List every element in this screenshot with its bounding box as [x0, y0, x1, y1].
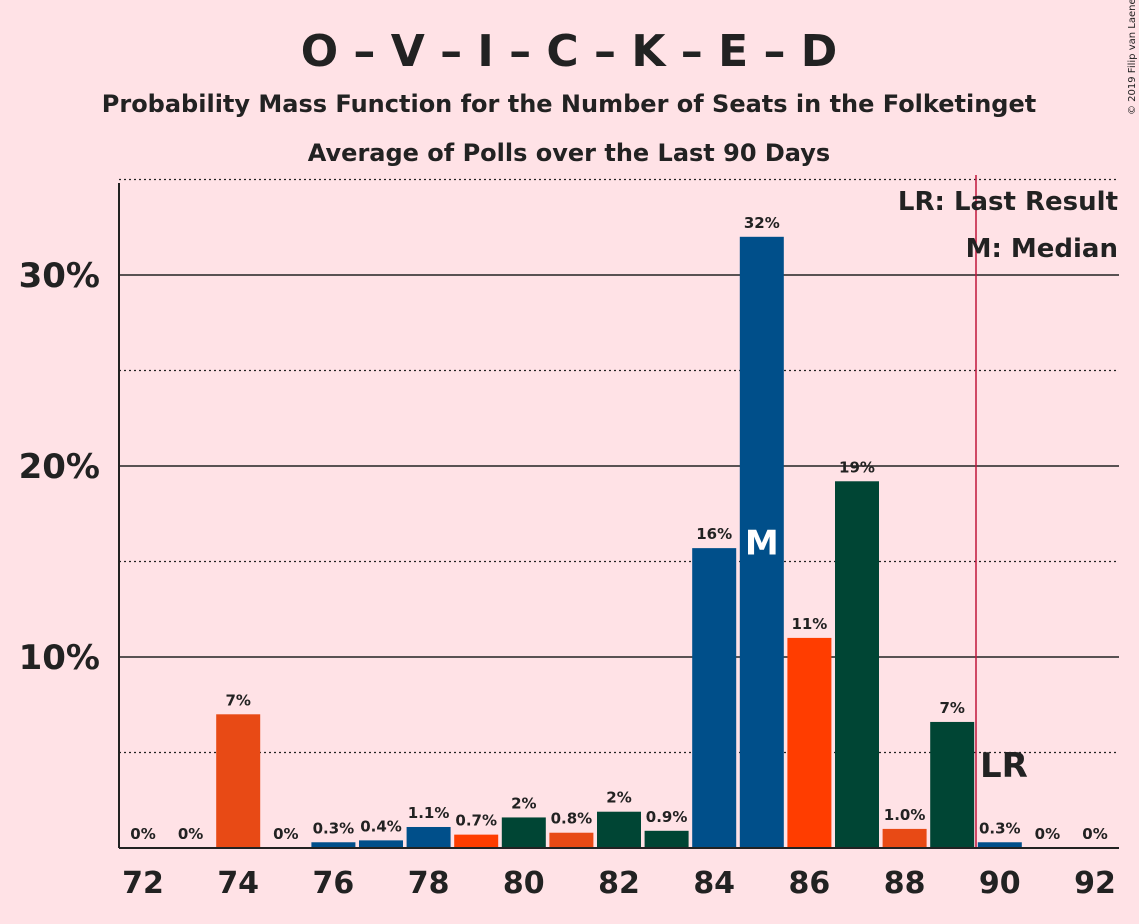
y-tick-label: 10%: [19, 638, 100, 678]
bar: [787, 637, 832, 848]
data-label: 2%: [606, 789, 631, 807]
data-label: 32%: [744, 214, 780, 232]
x-tick-label: 86: [789, 866, 831, 901]
grid-lines: [119, 178, 1119, 754]
data-labels: 0% 0% 7% 0% 0.3% 0.4% 1.1% 0.7% 2% 0.8% 2% 0.9% 16% 3…: [130, 214, 1107, 843]
median-marker: M: [745, 523, 779, 563]
x-tick-labels: 72 74 76 78 80 82 84 86 88 90 92: [122, 866, 1116, 901]
data-label: 0.4%: [360, 817, 402, 835]
x-tick-label: 90: [979, 866, 1021, 901]
data-label: 0.3%: [979, 819, 1021, 837]
data-label: 19%: [839, 458, 875, 476]
data-label: 7%: [225, 691, 250, 709]
x-tick-label: 88: [884, 866, 926, 901]
data-label: 0%: [1082, 825, 1107, 843]
x-tick-label: 72: [122, 866, 164, 901]
bar: [835, 481, 879, 848]
data-label: 7%: [939, 699, 964, 717]
data-label: 16%: [696, 525, 732, 543]
bar: [311, 842, 356, 848]
y-tick-labels: 10% 20% 30%: [19, 256, 100, 678]
x-tick-label: 84: [693, 866, 735, 901]
chart-subtitle: Probability Mass Function for the Number…: [102, 90, 1036, 118]
x-tick-label: 92: [1074, 866, 1116, 901]
x-tick-label: 78: [408, 866, 450, 901]
bar: [644, 830, 689, 848]
data-label: 0%: [273, 825, 298, 843]
legend-median: M: Median: [966, 234, 1118, 264]
y-tick-label: 30%: [19, 256, 100, 296]
bar: [216, 714, 261, 848]
data-label: 0.7%: [455, 812, 497, 830]
data-label: 1.1%: [408, 804, 450, 822]
bar: [359, 840, 403, 848]
data-label: 0%: [130, 825, 155, 843]
data-label: 0%: [1035, 825, 1060, 843]
data-label: 0.9%: [646, 808, 688, 826]
x-tick-label: 80: [503, 866, 545, 901]
bar: [739, 236, 784, 849]
bars: [216, 236, 1022, 849]
bar: [882, 828, 927, 848]
x-tick-label: 82: [598, 866, 640, 901]
bar: [501, 817, 546, 848]
bar: [597, 811, 641, 848]
x-tick-label: 74: [217, 866, 259, 901]
bar: [454, 834, 499, 848]
data-label: 0.8%: [551, 810, 593, 828]
chart-title: O – V – I – C – K – E – D: [301, 26, 838, 77]
data-label: 11%: [791, 615, 827, 633]
data-label: 2%: [511, 794, 536, 812]
data-label: 1.0%: [884, 806, 926, 824]
bar: [977, 842, 1022, 848]
bar: [406, 826, 451, 848]
data-label: 0.3%: [313, 819, 355, 837]
x-tick-label: 76: [313, 866, 355, 901]
markers: M LR: [745, 175, 1028, 848]
bar: [930, 721, 975, 848]
y-tick-label: 20%: [19, 447, 100, 487]
legend-last-result: LR: Last Result: [898, 187, 1118, 217]
bar: [692, 548, 737, 848]
data-label: 0%: [178, 825, 203, 843]
bar: [549, 832, 594, 848]
chart-subtitle-2: Average of Polls over the Last 90 Days: [308, 139, 830, 167]
last-result-marker: LR: [980, 746, 1028, 786]
copyright-notice: © 2019 Filip van Laenen: [1127, 0, 1138, 115]
